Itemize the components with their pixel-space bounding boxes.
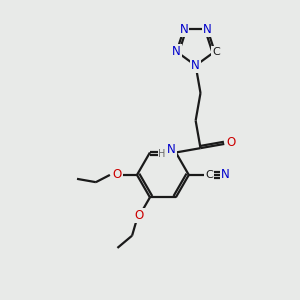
Text: N: N <box>203 23 212 36</box>
Text: N: N <box>179 23 188 36</box>
Text: N: N <box>172 45 181 58</box>
Text: N: N <box>167 143 176 156</box>
Text: O: O <box>112 168 122 182</box>
Text: C: C <box>212 47 220 57</box>
Text: C: C <box>205 170 213 180</box>
Text: H: H <box>158 149 166 159</box>
Text: O: O <box>135 208 144 222</box>
Text: O: O <box>226 136 236 149</box>
Text: N: N <box>221 168 230 182</box>
Text: N: N <box>191 59 200 72</box>
